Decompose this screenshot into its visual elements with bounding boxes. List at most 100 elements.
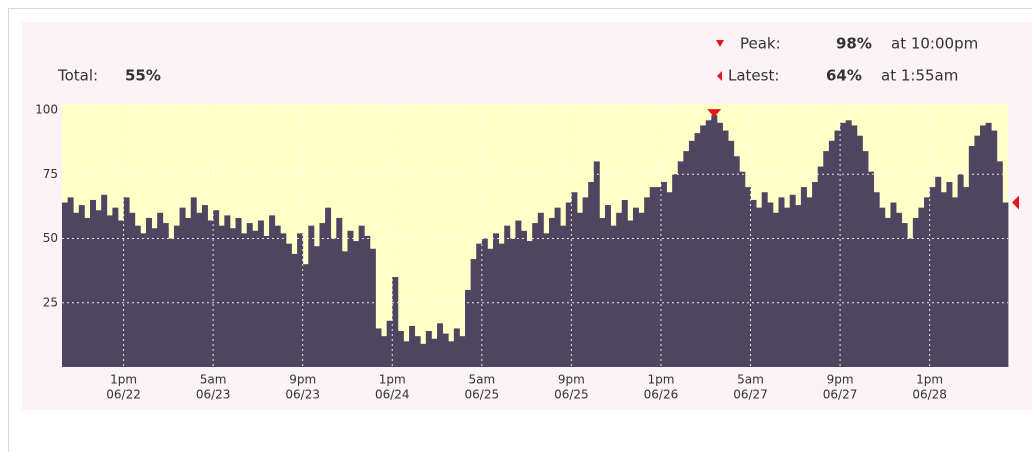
latest-marker xyxy=(1012,195,1019,210)
bar xyxy=(784,207,791,367)
bar xyxy=(610,225,617,367)
bar xyxy=(207,220,214,367)
peak-value: 98% xyxy=(836,35,872,53)
bar xyxy=(733,156,740,367)
bar xyxy=(599,217,606,367)
x-tick-date: 06/27 xyxy=(823,388,858,402)
bar xyxy=(879,207,886,367)
bar xyxy=(543,233,550,367)
bar xyxy=(162,223,169,367)
bar xyxy=(465,289,472,367)
bar xyxy=(78,205,85,367)
bar xyxy=(173,225,180,367)
bar xyxy=(576,212,583,367)
bar xyxy=(403,341,410,367)
bar xyxy=(201,205,208,367)
latest-icon xyxy=(717,71,722,81)
bar xyxy=(319,223,326,367)
bar xyxy=(252,230,259,367)
bar xyxy=(996,161,1003,367)
bar xyxy=(431,338,438,367)
bar xyxy=(912,217,919,367)
bar xyxy=(560,225,567,367)
x-tick-label: 9pm xyxy=(289,373,316,387)
bar xyxy=(616,212,623,367)
bar xyxy=(84,217,91,367)
x-tick-date: 06/22 xyxy=(106,388,141,402)
bar xyxy=(716,122,723,367)
bar xyxy=(918,207,925,367)
x-tick-label: 5am xyxy=(737,373,764,387)
bar xyxy=(722,130,729,367)
bar xyxy=(369,248,376,367)
y-tick-label: 75 xyxy=(43,167,58,181)
bar xyxy=(347,230,354,367)
bar xyxy=(235,217,242,367)
bar xyxy=(1002,202,1009,367)
latest-label: Latest: xyxy=(728,67,779,85)
x-tick-date: 06/26 xyxy=(644,388,679,402)
bar xyxy=(280,233,287,367)
bar xyxy=(437,323,444,367)
bar xyxy=(358,225,365,367)
bar xyxy=(868,171,875,367)
bar xyxy=(688,140,695,367)
bar xyxy=(817,166,824,367)
bar xyxy=(117,220,124,367)
bar xyxy=(459,336,466,367)
x-tick-label: 1pm xyxy=(647,373,674,387)
bar xyxy=(593,161,600,367)
bar xyxy=(957,174,964,367)
x-tick-label: 1pm xyxy=(379,373,406,387)
bar xyxy=(683,151,690,367)
bar xyxy=(168,238,175,367)
bar xyxy=(862,151,869,367)
bar xyxy=(845,120,852,367)
bar xyxy=(129,212,136,367)
bar xyxy=(890,202,897,367)
bar xyxy=(112,207,119,367)
bar xyxy=(705,120,712,367)
x-tick-date: 06/27 xyxy=(733,388,768,402)
bar xyxy=(106,215,113,367)
bar xyxy=(660,181,667,367)
bar xyxy=(414,336,421,367)
bar xyxy=(375,328,382,367)
bar xyxy=(789,194,796,367)
bar xyxy=(442,333,449,367)
bar xyxy=(325,207,332,367)
bar xyxy=(588,181,595,367)
bar xyxy=(952,197,959,367)
bar xyxy=(655,187,662,367)
bar xyxy=(123,197,130,367)
bar xyxy=(856,135,863,367)
bar xyxy=(834,130,841,367)
x-tick-label: 9pm xyxy=(558,373,585,387)
bar xyxy=(185,217,192,367)
bar xyxy=(627,220,634,367)
total-value: 55% xyxy=(125,67,161,85)
bar xyxy=(420,343,427,367)
bar xyxy=(795,205,802,367)
bar xyxy=(526,241,533,367)
bar xyxy=(140,233,147,367)
bar xyxy=(582,197,589,367)
bar xyxy=(229,228,236,367)
bar xyxy=(901,223,908,367)
bar xyxy=(851,125,858,367)
x-tick-label: 1pm xyxy=(110,373,137,387)
bar xyxy=(89,199,96,367)
bar xyxy=(840,122,847,367)
bar xyxy=(392,277,399,367)
bar xyxy=(341,251,348,367)
bar xyxy=(985,122,992,367)
bar xyxy=(638,212,645,367)
bar xyxy=(744,187,751,367)
bar xyxy=(767,202,774,367)
bar xyxy=(425,331,432,367)
bar xyxy=(95,210,102,367)
x-tick-date: 06/25 xyxy=(554,388,589,402)
bar xyxy=(632,207,639,367)
bar xyxy=(694,133,701,367)
